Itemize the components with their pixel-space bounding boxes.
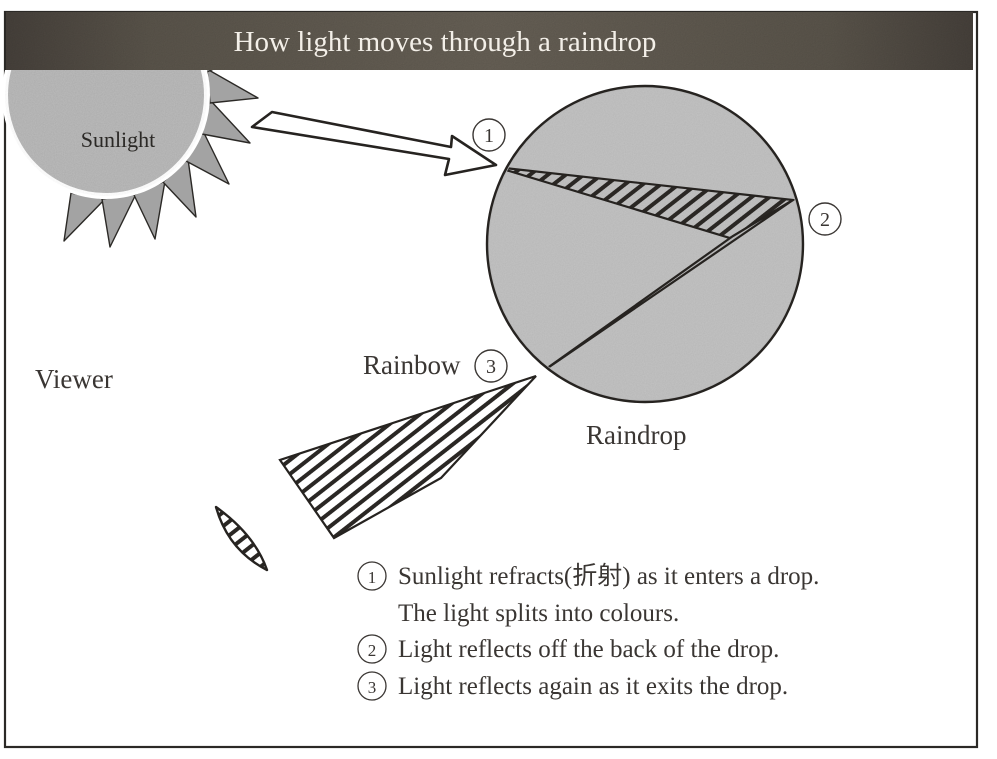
svg-text:3: 3 (486, 356, 496, 378)
svg-text:3: 3 (368, 678, 377, 697)
svg-text:Sunlight: Sunlight (81, 127, 156, 152)
svg-text:Light reflects again as it exi: Light reflects again as it exits the dro… (398, 673, 788, 700)
svg-text:2: 2 (368, 641, 377, 660)
svg-text:Raindrop: Raindrop (586, 420, 687, 450)
svg-text:Light reflects off the back of: Light reflects off the back of the drop. (398, 636, 779, 663)
svg-text:Rainbow: Rainbow (363, 350, 461, 380)
svg-text:The light splits into colours.: The light splits into colours. (398, 600, 679, 627)
svg-text:1: 1 (484, 125, 494, 147)
svg-text:How light moves through a rain: How light moves through a raindrop (234, 26, 657, 58)
svg-text:Sunlight refracts(折射) as it en: Sunlight refracts(折射) as it enters a dro… (398, 562, 819, 590)
svg-text:2: 2 (820, 209, 830, 231)
svg-text:Viewer: Viewer (35, 364, 113, 394)
svg-text:1: 1 (368, 568, 377, 587)
